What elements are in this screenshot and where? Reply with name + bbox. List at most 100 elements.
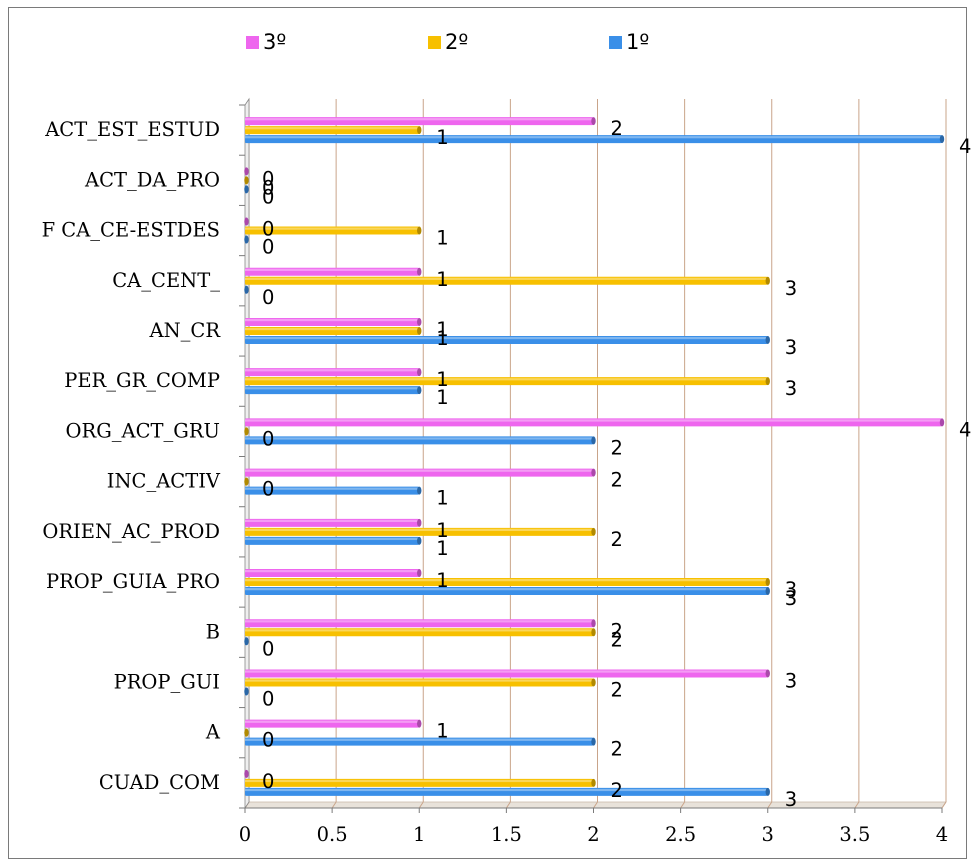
data-label: 1 <box>436 327 448 350</box>
data-label: 4 <box>959 135 971 158</box>
bar-face <box>245 368 420 377</box>
bar-12-0 <box>244 185 249 194</box>
data-label: 0 <box>262 427 274 450</box>
bar-7-0 <box>245 436 596 445</box>
bar-2-1 <box>245 678 596 687</box>
data-label: 2 <box>611 619 623 642</box>
gridline-floor <box>941 801 947 809</box>
bar-8-0 <box>245 386 422 395</box>
x-tick-label: 4 <box>936 823 948 846</box>
data-label: 2 <box>611 436 623 459</box>
bar-highlight <box>245 327 420 331</box>
bar-face <box>245 737 594 746</box>
y-tick-label: PROP_GUI <box>114 670 220 693</box>
bar-face <box>245 117 594 126</box>
bar-cap <box>244 477 249 486</box>
data-label: 3 <box>785 336 797 359</box>
bar-4-2 <box>245 569 422 578</box>
bar-9-2 <box>245 317 422 326</box>
bar-face <box>245 628 594 637</box>
data-label: 2 <box>611 628 623 651</box>
data-label: 1 <box>436 569 448 592</box>
x-tick-label: 0 <box>239 823 251 846</box>
bar-4-0 <box>245 587 770 596</box>
bar-highlight <box>245 437 594 440</box>
data-label: 3 <box>785 587 797 610</box>
data-label: 3 <box>785 277 797 300</box>
bar-face <box>245 678 594 687</box>
bar-13-2 <box>245 117 596 126</box>
bar-face <box>245 619 594 628</box>
bar-10-2 <box>245 267 422 276</box>
y-tick-label: ORG_ACT_GRU <box>66 419 220 442</box>
bar-cap <box>244 167 249 176</box>
bar-0-1 <box>245 778 596 787</box>
bar-face <box>245 527 594 536</box>
bar-face <box>245 669 768 678</box>
bar-face <box>245 418 942 427</box>
bar-highlight <box>245 588 768 591</box>
bar-11-2 <box>244 217 249 226</box>
x-tick-label: 0.5 <box>317 823 348 846</box>
data-label: 0 <box>262 687 274 710</box>
bar-face <box>245 386 420 395</box>
bar-3-1 <box>245 628 596 637</box>
bar-cap <box>591 678 596 687</box>
bar-13-1 <box>245 126 422 135</box>
data-label: 3 <box>785 578 797 601</box>
bar-cap <box>244 285 249 294</box>
bar-6-1 <box>244 477 249 486</box>
bar-face <box>245 787 768 796</box>
bar-face <box>245 326 420 335</box>
bar-highlight <box>245 419 942 422</box>
bar-highlight <box>245 127 420 130</box>
bar-highlight <box>245 387 420 390</box>
bar-0-0 <box>245 787 770 796</box>
legend-label-2: 2º <box>445 30 469 54</box>
bar-cap <box>591 468 596 477</box>
bar-face <box>245 536 420 545</box>
y-tick-label: ACT_EST_ESTUD <box>44 118 220 141</box>
bar-highlight <box>245 788 768 792</box>
bar-7-1 <box>244 427 249 436</box>
bar-face <box>245 468 594 477</box>
bar-cap <box>591 527 596 536</box>
bar-cap <box>417 368 422 377</box>
bar-13-0 <box>245 135 945 144</box>
bar-highlight <box>245 670 768 673</box>
y-tick-label: B <box>206 620 220 643</box>
bar-cap <box>417 226 422 235</box>
bar-cap <box>765 578 770 587</box>
bar-cap <box>244 769 249 778</box>
data-label: 1 <box>436 318 448 341</box>
bar-3-2 <box>245 619 596 628</box>
bar-highlight <box>245 679 594 682</box>
bar-5-2 <box>245 518 422 527</box>
legend-swatch-3 <box>246 35 259 49</box>
bar-cap <box>417 126 422 135</box>
bar-cap <box>244 176 249 185</box>
bar-cap <box>765 669 770 678</box>
legend-item-2: 2º <box>428 30 468 54</box>
x-tick-label: 3.5 <box>839 823 870 846</box>
bar-face <box>245 578 768 587</box>
data-label: 0 <box>262 236 274 259</box>
bar-highlight <box>245 570 420 573</box>
bar-5-1 <box>245 527 596 536</box>
bar-highlight <box>245 318 420 322</box>
bar-highlight <box>245 118 594 121</box>
bar-cap <box>244 217 249 226</box>
data-label: 2 <box>611 469 623 492</box>
bar-12-1 <box>244 176 249 185</box>
y-tick-label: ORIEN_AC_PROD <box>42 520 220 543</box>
bar-face <box>245 335 768 344</box>
data-label: 0 <box>262 478 274 501</box>
data-label: 3 <box>785 788 797 811</box>
legend-swatch-1 <box>609 35 622 49</box>
bar-cap <box>244 427 249 436</box>
x-tick-label: 3 <box>762 823 774 846</box>
data-label: 0 <box>262 185 274 208</box>
bar-1-1 <box>244 728 249 737</box>
bar-face <box>245 569 420 578</box>
bar-8-1 <box>245 377 770 386</box>
